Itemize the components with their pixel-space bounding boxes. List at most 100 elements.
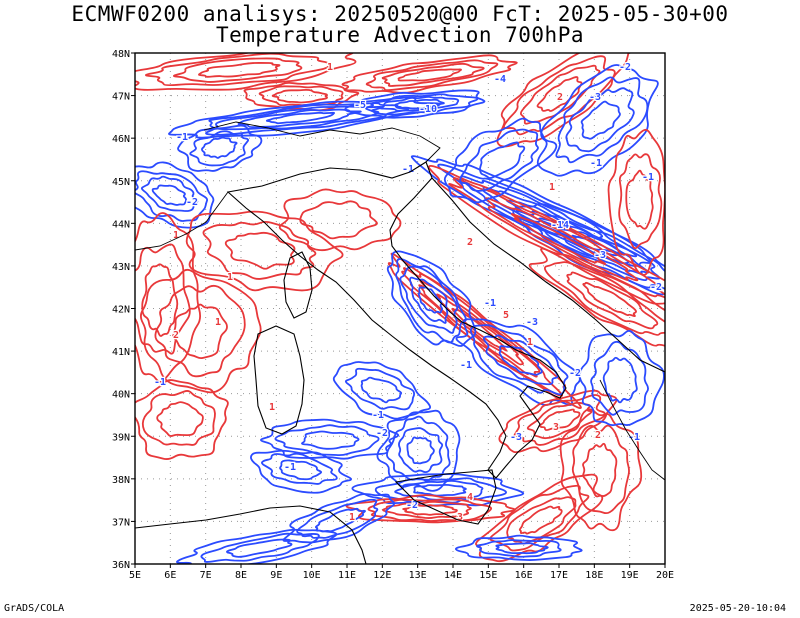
contour-value-label: -2 [650,282,662,293]
warm-advection-contour [154,284,246,378]
warm-advection-contour [185,210,344,292]
cold-advection-contour [135,161,215,229]
cold-advection-contour [386,415,451,482]
cold-advection-contour [476,539,562,558]
cold-advection-contour [495,542,549,555]
warm-advection-contour [496,53,630,148]
contour-value-label: -3 [594,250,606,261]
warm-advection-contour [341,54,518,94]
cold-advection-contour [565,87,635,153]
warm-advection-contour [543,261,665,336]
warm-advection-contour [448,177,665,300]
lon-tick-label: 5E [129,570,141,581]
contour-value-label: -1 [372,410,384,421]
lon-tick-label: 14E [444,570,462,581]
cold-advection-contour [189,130,250,167]
lon-tick-label: 7E [200,570,212,581]
title-line-2: Temperature Advection 700hPa [215,23,584,47]
contour-value-label: 1 [549,182,555,193]
sicily-coastline [394,469,497,525]
warm-advection-contour [566,271,659,330]
cold-advection-contour [226,538,293,558]
cold-advection-contour [360,376,403,404]
contour-value-label: -10 [419,104,437,115]
cold-advection-contour [351,473,525,507]
contour-value-label: 5 [503,310,509,321]
lat-tick-label: 40N [112,390,130,401]
contour-value-label: -2 [619,62,631,73]
cold-advection-contour [237,108,362,129]
warm-advection-contour [224,231,296,270]
greece-coast [599,379,665,481]
alpine-border [203,121,441,163]
warm-advection-contour [607,128,665,276]
cold-advection-contour [602,356,638,404]
lat-tick-label: 48N [112,49,130,60]
lon-tick-label: 12E [373,570,391,581]
warm-advection-contour [618,153,663,250]
contour-value-label: -1 [284,462,296,473]
warm-advection-contour [582,442,618,498]
contour-value-label: 1 [269,402,275,413]
contour-value-label: 3 [457,512,463,523]
cold-advection-contour [437,163,638,258]
cold-advection-contour [279,459,322,481]
warm-advection-contour [539,408,581,431]
lon-tick-label: 11E [338,570,356,581]
contour-value-label: 1 [349,512,355,523]
contour-value-label: -5 [354,100,366,111]
warm-advection-contour [173,57,303,83]
cold-advection-contour [398,427,444,474]
contour-value-label: 2 [557,92,563,103]
warm-advection-contour [135,53,357,91]
contour-value-label: 1 [227,272,233,283]
cold-advection-contour [364,93,479,116]
north-africa-coastline [135,505,367,564]
cold-advection-contour [200,532,320,563]
title-line-1: ECMWF0200 analisys: 20250520@00 FcT: 202… [71,2,729,26]
cold-advection-contour [413,483,467,497]
lat-tick-label: 46N [112,134,130,145]
lon-tick-label: 17E [550,570,568,581]
cold-advection-contour [201,136,238,159]
cold-advection-contour [580,100,621,140]
warm-advection-contour [625,169,654,230]
cold-advection-contour [344,89,486,119]
contour-value-label: 4 [467,492,473,503]
cold-advection-contour [379,95,460,112]
cold-advection-contour [386,250,477,347]
cold-advection-contour [177,124,263,172]
lon-tick-label: 8E [235,570,247,581]
cold-advection-contour [296,498,379,539]
contour-value-label: -1 [402,164,414,175]
contour-value-label: 2 [467,237,473,248]
cold-advection-contour [399,265,459,334]
contour-value-label: 2 [595,430,601,441]
footer-timestamp: 2025-05-20-10:04 [689,603,786,614]
cold-advection-contour [395,258,467,344]
warm-advection-contour [582,281,637,318]
french-coast [135,191,229,251]
lat-tick-label: 45N [112,177,130,188]
lat-tick-label: 42N [112,305,130,316]
cold-advection-contour [376,409,461,492]
cold-advection-contour [261,452,338,485]
contour-value-label: -1 [590,158,602,169]
cold-advection-contour [344,367,415,411]
contour-value-label: -4 [494,74,506,85]
warm-advection-contour [402,504,458,516]
contour-value-label: -2 [406,500,418,511]
warm-advection-contour [145,53,330,87]
warm-advection-contour [299,200,378,240]
cold-advection-contour [301,430,360,450]
cold-advection-contour [140,175,199,212]
lon-tick-label: 13E [409,570,427,581]
cold-advection-contour [135,170,209,222]
cold-advection-contour [315,507,366,533]
contour-value-label: -1 [176,132,188,143]
contour-value-label: 2 [173,330,179,341]
lon-tick-label: 19E [621,570,639,581]
cold-advection-contour [394,98,445,110]
cold-advection-contour [274,424,380,457]
warm-advection-contour [141,390,216,446]
